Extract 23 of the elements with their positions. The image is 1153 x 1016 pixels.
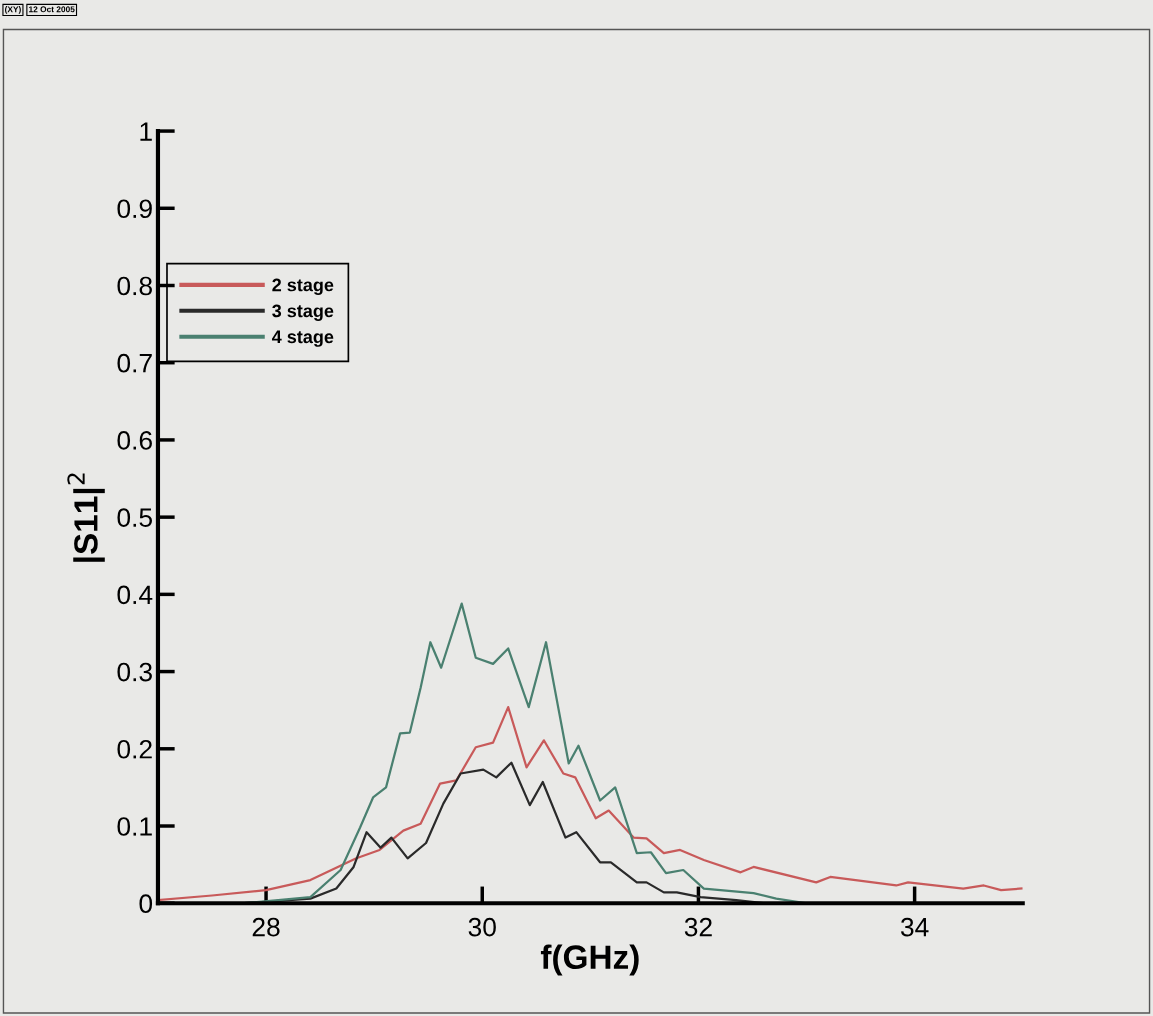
y-tick-label: 0.7: [117, 353, 152, 373]
y-tick-label: 0.4: [117, 585, 153, 605]
x-tick-label: 28: [252, 917, 280, 937]
line-series: [157, 705, 1023, 902]
legend-label: 2 stage: [272, 278, 334, 295]
x-tick-label: 30: [468, 917, 496, 937]
y-tick-label: 0.8: [117, 276, 152, 296]
y-tick-label: 0: [139, 894, 153, 914]
y-tick-label: 0.9: [117, 199, 152, 219]
legend-label: 3 stage: [272, 304, 334, 321]
y-tick-label: 0.6: [117, 431, 152, 450]
y-tick-label: 0.2: [117, 739, 152, 759]
legend-label: 4 stage: [271, 330, 334, 347]
y-tick-label: 0.1: [117, 817, 152, 836]
y-tick-label: 0.5: [117, 508, 152, 527]
text: 12 Oct 2005: [29, 6, 75, 13]
y-axis-title: |S11|$^{2}$: [67, 473, 105, 562]
x-axis-title: f(GHz): [540, 944, 639, 976]
y-tick-label: 0.3: [117, 662, 152, 682]
y-tick-label: 1: [140, 122, 152, 141]
text: (XY): [5, 6, 21, 14]
x-tick-label: 32: [684, 917, 712, 937]
x-tick-label: 34: [900, 917, 929, 937]
